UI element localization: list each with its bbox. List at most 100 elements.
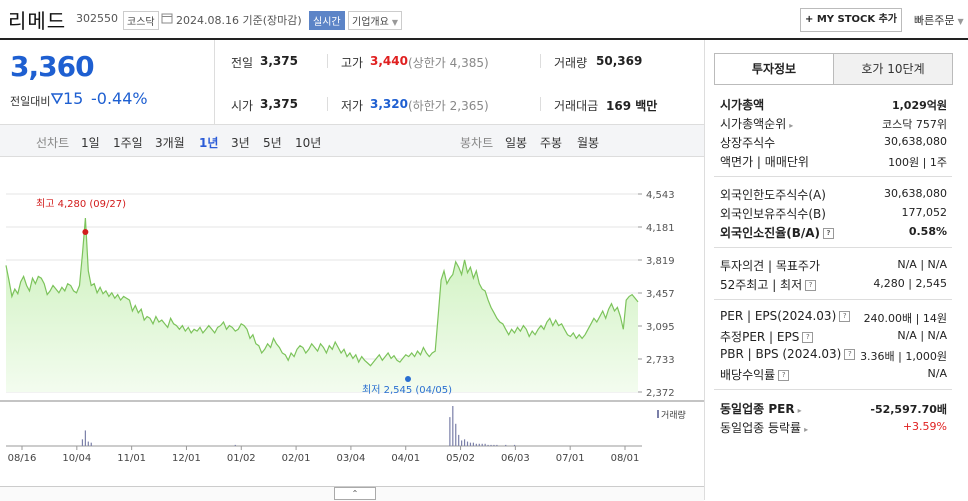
divider (714, 247, 952, 248)
info-value: 3.36배 | 1,000원 (860, 350, 947, 363)
company-overview-label: 기업개요 (352, 17, 389, 28)
company-overview-dropdown[interactable]: 기업개요 ▼ (348, 11, 402, 30)
change-amount: 15 (63, 89, 84, 108)
help-icon[interactable]: ? (802, 332, 814, 343)
x-tick-label: 11/01 (117, 453, 146, 464)
y-tick-label: 2,372 (646, 388, 675, 399)
period-10y[interactable]: 10년 (295, 136, 322, 150)
price-chart[interactable]: 4,543 4,181 3,819 3,457 3,095 2,733 2,372 최고 4,… (0, 156, 704, 486)
chevron-right-icon[interactable]: ▸ (797, 406, 802, 415)
info-value: 30,638,080 (884, 187, 947, 200)
volume-legend-swatch (657, 410, 659, 418)
x-tick-label: 10/04 (62, 453, 91, 464)
chevron-right-icon[interactable]: ▸ (789, 121, 794, 130)
volume-label: 거래량 (554, 56, 588, 70)
open-value: 3,375 (260, 97, 298, 111)
info-label-text: 동일업종 등락률 (720, 421, 802, 435)
divider (714, 84, 952, 85)
info-label: 투자의견 | 목표주가 (720, 257, 820, 274)
current-price: 3,360 (10, 50, 95, 83)
info-label: 동일업종 등락률 ▸ (720, 419, 808, 436)
prev-close-value: 3,375 (260, 54, 298, 68)
add-mystock-button[interactable]: + MY STOCK 추가 (800, 8, 902, 32)
max-marker (82, 228, 89, 235)
info-label: 외국인보유주식수(B) (720, 205, 826, 222)
info-label: 시가총액순위 ▸ (720, 115, 793, 132)
info-value: -52,597.70배 (870, 403, 947, 416)
date-text: 2024.08.16 기준(장마감) (176, 14, 302, 27)
info-label-text: 상장주식수 (720, 136, 776, 150)
period-1w[interactable]: 1주일 (113, 136, 143, 150)
invest-info-panel (704, 40, 968, 500)
high-label: 고가 (341, 56, 364, 70)
info-label: 동일업종 PER ▸ (720, 400, 802, 417)
x-tick-label: 04/01 (391, 453, 420, 464)
divider (714, 299, 952, 300)
x-tick-label: 06/03 (501, 453, 530, 464)
info-value: 30,638,080 (884, 135, 947, 148)
x-tick-label: 12/01 (172, 453, 201, 464)
tab-invest-info[interactable]: 투자정보 (714, 53, 834, 84)
candle-chart-title: 봉차트 (460, 136, 494, 150)
info-label: 외국인한도주식수(A) (720, 186, 826, 203)
info-label: PBR | BPS (2024.03)? (720, 347, 856, 361)
info-label: 액면가 | 매매단위 (720, 153, 809, 170)
change-label: 전일대비 (10, 95, 51, 108)
y-tick-label: 3,819 (646, 256, 675, 267)
help-icon[interactable]: ? (844, 349, 856, 360)
period-5y[interactable]: 5년 (263, 136, 282, 150)
y-tick-label: 4,543 (646, 190, 675, 201)
min-marker (405, 376, 411, 382)
y-tick-label: 2,733 (646, 355, 675, 366)
lower-limit: (하한가 2,365) (408, 99, 489, 113)
stock-header (0, 0, 968, 40)
info-value: N/A | N/A (897, 258, 947, 271)
period-1d[interactable]: 1일 (81, 136, 100, 150)
amount-label: 거래대금 (554, 99, 599, 113)
x-tick-label: 03/04 (336, 453, 365, 464)
info-label-text: PER | EPS(2024.03) (720, 309, 837, 323)
chevron-down-icon: ▼ (957, 17, 964, 26)
upper-limit: (상한가 4,385) (408, 56, 489, 70)
max-label: 최고 4,280 (09/27) (36, 198, 126, 210)
x-tick-label: 05/02 (446, 453, 475, 464)
help-icon[interactable]: ? (839, 311, 851, 322)
divider (327, 54, 328, 68)
info-label-text: 52주최고 | 최저 (720, 278, 803, 292)
quick-order-button[interactable]: 빠른주문 ▼ (914, 12, 964, 28)
info-label-text: 시가총액 (720, 98, 765, 112)
info-label-text: PBR | BPS (2024.03) (720, 347, 842, 361)
period-1y[interactable]: 1년 (199, 136, 219, 150)
volume-legend-label: 거래량 (661, 409, 686, 421)
divider (214, 40, 215, 124)
realtime-badge[interactable]: 실시간 (309, 11, 345, 30)
info-label-text: 외국인보유주식수(B) (720, 207, 826, 221)
help-icon[interactable]: ? (778, 370, 790, 381)
tab-order-book[interactable]: 호가 10단계 (833, 53, 953, 85)
info-label-text: 동일업종 PER (720, 402, 795, 416)
collapse-icon[interactable]: ⌃ (334, 487, 376, 500)
help-icon[interactable]: ? (805, 280, 817, 291)
divider (540, 97, 541, 111)
candle-weekly[interactable]: 주봉 (540, 136, 563, 150)
down-triangle-icon (51, 93, 63, 104)
candle-daily[interactable]: 일봉 (505, 136, 528, 150)
candle-monthly[interactable]: 월봉 (577, 136, 600, 150)
calendar-icon (161, 13, 173, 24)
info-label-text: 외국인한도주식수(A) (720, 188, 826, 202)
info-value: N/A (927, 367, 947, 380)
info-value: 1,029억원 (891, 99, 947, 112)
period-3y[interactable]: 3년 (231, 136, 250, 150)
chevron-right-icon[interactable]: ▸ (804, 425, 809, 434)
info-label: 배당수익률? (720, 366, 790, 383)
period-3m[interactable]: 3개월 (155, 136, 185, 150)
info-label: PER | EPS(2024.03)? (720, 309, 851, 323)
help-icon[interactable]: ? (823, 228, 835, 239)
volume-value: 50,369 (596, 54, 643, 68)
info-value: N/A | N/A (897, 329, 947, 342)
x-tick-label: 07/01 (556, 453, 585, 464)
low-label: 저가 (341, 99, 364, 113)
info-label-text: 추정PER | EPS (720, 330, 800, 344)
market-badge: 코스닥 (123, 11, 159, 30)
info-label-text: 시가총액순위 (720, 117, 787, 131)
